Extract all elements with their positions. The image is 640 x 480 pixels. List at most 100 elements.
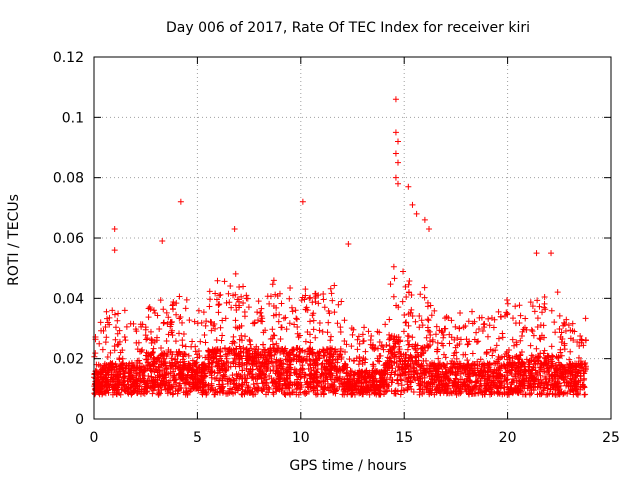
data-point: [512, 361, 519, 368]
data-point: [391, 333, 398, 340]
data-point: [396, 367, 403, 374]
data-point: [139, 372, 146, 379]
data-point: [511, 342, 518, 349]
data-point: [354, 336, 361, 343]
data-point: [504, 356, 511, 363]
data-point: [179, 371, 186, 378]
data-point: [516, 302, 523, 309]
data-point: [539, 389, 546, 396]
data-point: [553, 367, 560, 374]
data-point: [291, 379, 298, 386]
data-point: [265, 358, 272, 365]
data-point: [308, 367, 315, 374]
data-point: [395, 304, 402, 311]
data-point: [557, 372, 564, 379]
data-point: [401, 312, 408, 319]
data-point: [254, 349, 261, 356]
data-point: [320, 378, 327, 385]
data-point: [276, 311, 283, 318]
data-point: [208, 386, 215, 393]
data-point: [298, 297, 305, 304]
data-point: [263, 362, 270, 369]
data-point: [312, 295, 319, 302]
data-point: [359, 331, 366, 338]
data-point: [414, 342, 421, 349]
data-point: [158, 350, 165, 357]
data-point: [378, 379, 385, 386]
data-point: [432, 331, 439, 338]
data-point: [499, 334, 506, 341]
data-point: [509, 315, 516, 322]
data-point: [223, 299, 230, 306]
data-point: [299, 362, 306, 369]
data-point: [149, 337, 156, 344]
data-point: [516, 320, 523, 327]
data-point: [543, 359, 550, 366]
data-point: [541, 300, 548, 307]
data-point: [341, 348, 348, 355]
data-point: [469, 320, 476, 327]
data-point: [469, 360, 476, 367]
data-point: [405, 311, 412, 318]
data-point: [517, 337, 524, 344]
data-point: [139, 346, 146, 353]
data-point: [567, 335, 574, 342]
data-point: [528, 390, 535, 397]
data-point: [102, 375, 109, 382]
data-point: [151, 368, 158, 375]
data-point: [169, 385, 176, 392]
data-point: [109, 377, 116, 383]
data-point: [156, 364, 163, 371]
x-tick-label: 25: [602, 430, 620, 446]
data-point: [382, 378, 389, 385]
data-point: [416, 375, 423, 382]
data-point: [451, 378, 458, 385]
data-point: [568, 362, 575, 369]
data-point: [531, 361, 538, 368]
data-point: [536, 303, 543, 310]
data-point: [320, 296, 327, 303]
data-point: [523, 356, 530, 363]
data-point: [273, 358, 280, 365]
data-point: [322, 365, 329, 372]
data-point: [544, 365, 551, 372]
data-point: [140, 376, 147, 383]
data-point: [160, 319, 167, 326]
data-point: [343, 369, 350, 376]
data-point: [145, 378, 152, 385]
data-point: [399, 364, 406, 371]
data-point: [549, 362, 556, 369]
data-point: [373, 378, 380, 385]
data-point: [382, 366, 389, 373]
data-point: [206, 288, 213, 295]
data-point: [571, 368, 578, 375]
data-point: [180, 374, 187, 381]
data-point: [469, 308, 476, 315]
data-point: [273, 388, 280, 395]
y-tick-label: 0.1: [62, 110, 84, 126]
data-point: [467, 387, 474, 394]
data-point: [365, 371, 372, 378]
data-point: [137, 367, 144, 374]
data-point: [302, 286, 309, 293]
data-point: [196, 384, 203, 391]
axis-ticks: [93, 56, 612, 420]
data-point: [177, 198, 184, 205]
data-point: [275, 373, 282, 380]
data-point: [555, 383, 562, 390]
data-point: [421, 294, 428, 301]
data-point: [128, 366, 135, 373]
data-point: [270, 332, 277, 339]
data-point: [217, 375, 224, 382]
data-point: [169, 302, 176, 309]
data-point: [105, 367, 112, 374]
data-point: [112, 324, 119, 331]
data-point: [202, 322, 209, 329]
data-point: [361, 375, 368, 382]
data-point: [425, 327, 432, 334]
data-point: [191, 360, 198, 367]
data-point: [231, 380, 238, 387]
data-point: [331, 364, 338, 371]
data-point: [307, 383, 314, 390]
data-point: [563, 316, 570, 323]
